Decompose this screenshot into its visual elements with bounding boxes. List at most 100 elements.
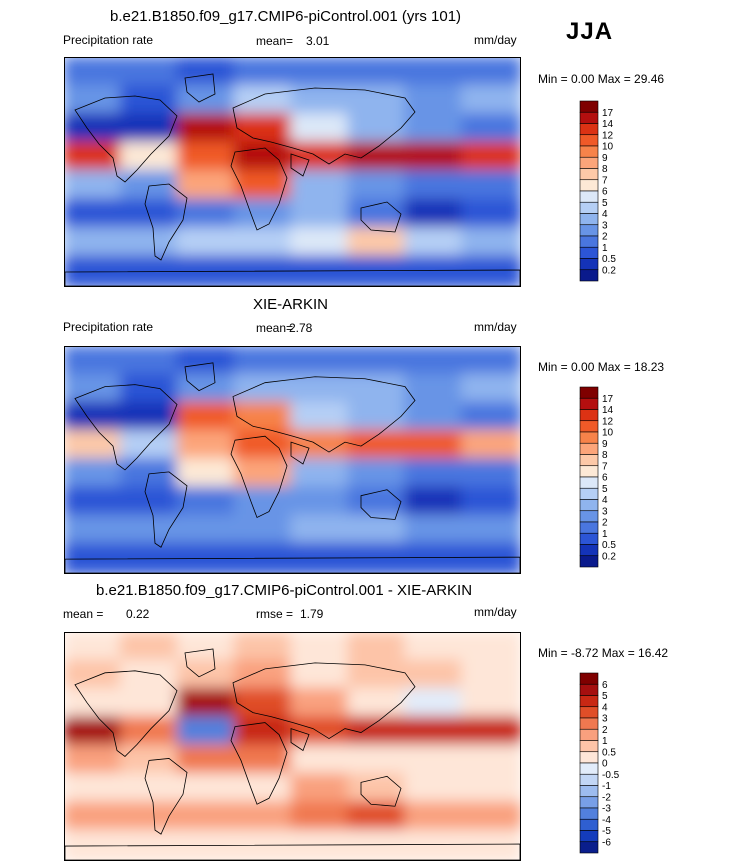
mean-label-diff: mean = bbox=[63, 607, 104, 621]
field-cell bbox=[404, 486, 466, 519]
field-cell bbox=[119, 542, 181, 573]
field-cell bbox=[176, 659, 238, 692]
field-cell bbox=[233, 659, 295, 692]
rmse-value-diff: 1.79 bbox=[300, 607, 324, 621]
colorbar-box bbox=[579, 442, 599, 455]
field-cell bbox=[233, 429, 295, 462]
field-cell bbox=[65, 373, 124, 406]
colorbar-tick-label: 17 bbox=[602, 394, 614, 405]
colorbar-box bbox=[579, 796, 599, 809]
field-cell bbox=[347, 227, 409, 260]
field-cell bbox=[65, 458, 124, 491]
field-cell bbox=[119, 373, 181, 406]
colorbar-box bbox=[579, 818, 599, 831]
field-cell bbox=[290, 514, 352, 547]
colorbar-tick-label: 4 bbox=[602, 209, 608, 220]
field-cell bbox=[233, 84, 295, 117]
field-cell bbox=[176, 84, 238, 117]
field-cell bbox=[290, 227, 352, 260]
coastline bbox=[74, 670, 178, 757]
colorbar-box bbox=[579, 773, 599, 786]
field-cell bbox=[119, 772, 181, 806]
colorbar-box bbox=[579, 258, 599, 271]
field-cell bbox=[290, 458, 352, 491]
colorbar-box bbox=[579, 476, 599, 489]
field-cell bbox=[290, 401, 352, 434]
colorbar-box bbox=[579, 409, 599, 422]
field-cell bbox=[233, 486, 295, 519]
field-cell bbox=[404, 458, 466, 491]
colorbar-tick-label: 2 bbox=[602, 518, 608, 529]
field-cell bbox=[65, 84, 124, 117]
field-cell bbox=[347, 170, 409, 203]
variable-label-obs: Precipitation rate bbox=[63, 320, 154, 334]
field-cell bbox=[461, 255, 520, 286]
colorbar-tick-label: 9 bbox=[602, 439, 608, 450]
field-cell bbox=[119, 659, 181, 692]
field-cell bbox=[65, 401, 124, 434]
field-cell bbox=[461, 113, 520, 146]
colorbar-tick-label: 6 bbox=[602, 187, 608, 198]
field-cell bbox=[290, 633, 352, 664]
panel-title-model: b.e21.B1850.f09_g17.CMIP6-piControl.001 … bbox=[110, 8, 462, 25]
field-cell bbox=[176, 58, 238, 89]
field-cell bbox=[461, 514, 520, 547]
colorbar-box bbox=[579, 785, 599, 798]
colorbar-tick-label: 3 bbox=[602, 506, 608, 517]
colorbar-tick-label: 12 bbox=[602, 416, 614, 427]
field-cell bbox=[461, 373, 520, 406]
field-cell bbox=[461, 687, 520, 721]
field-cell bbox=[404, 514, 466, 547]
field-cell bbox=[347, 687, 409, 721]
field-cell bbox=[65, 801, 124, 834]
field-cell bbox=[176, 141, 238, 174]
field-cell bbox=[461, 716, 520, 749]
coastline bbox=[65, 269, 520, 286]
field-cell bbox=[404, 84, 466, 117]
field-cell bbox=[290, 687, 352, 721]
colorbar-tick-label: 14 bbox=[602, 405, 614, 416]
colorbar-tick-label: 0.5 bbox=[602, 540, 616, 551]
variable-label-model: Precipitation rate bbox=[63, 33, 154, 47]
coastline bbox=[230, 147, 288, 231]
coastline bbox=[65, 843, 520, 860]
colorbar-tick-label: 3 bbox=[602, 220, 608, 231]
field-cell bbox=[461, 198, 520, 231]
field-cell bbox=[290, 772, 352, 806]
field-cell bbox=[404, 716, 466, 749]
season-label: JJA bbox=[566, 18, 614, 45]
colorbar-box bbox=[579, 201, 599, 214]
mean-value-diff: 0.22 bbox=[126, 607, 150, 621]
field-cell bbox=[65, 347, 124, 378]
field-cell bbox=[461, 58, 520, 89]
colorbar-box bbox=[579, 145, 599, 158]
field-cell bbox=[461, 829, 520, 860]
field-cell bbox=[65, 255, 124, 286]
field-cell bbox=[176, 227, 238, 260]
colorbar-tick-label: 0.2 bbox=[602, 265, 616, 276]
colorbar-box bbox=[579, 717, 599, 730]
units-label-obs: mm/day bbox=[474, 320, 517, 334]
colorbar-tick-label: 5 bbox=[602, 198, 608, 209]
field-cell bbox=[176, 429, 238, 462]
field-cell bbox=[65, 744, 124, 777]
colorbar-tick-label: 2 bbox=[602, 725, 608, 736]
colorbar-box bbox=[579, 728, 599, 741]
coastline bbox=[74, 95, 178, 183]
field-cell bbox=[233, 772, 295, 806]
colorbar-box bbox=[579, 751, 599, 764]
colorbar-tick-label: -5 bbox=[602, 826, 611, 837]
colorbar-tick-label: -6 bbox=[602, 837, 611, 848]
colorbar-tick-label: 0.5 bbox=[602, 747, 616, 758]
field-cell bbox=[461, 633, 520, 664]
colorbar-box bbox=[579, 672, 599, 685]
colorbar-tick-label: 0.5 bbox=[602, 254, 616, 265]
colorbar-tick-label: 5 bbox=[602, 691, 608, 702]
field-cell bbox=[461, 429, 520, 462]
colorbar-box bbox=[579, 740, 599, 753]
field-cell bbox=[347, 772, 409, 806]
field-cell bbox=[176, 716, 238, 749]
minmax-obs: Min = 0.00 Max = 18.23 bbox=[538, 360, 665, 374]
colorbar-tick-label: 2 bbox=[602, 232, 608, 243]
field-cell bbox=[404, 58, 466, 89]
